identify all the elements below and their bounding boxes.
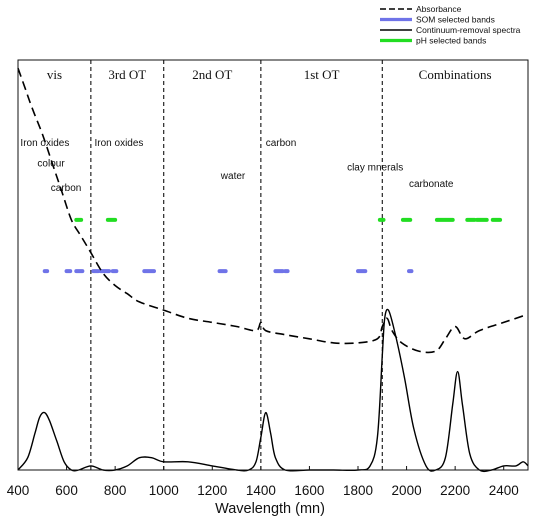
x-tick-label: 2200: [440, 483, 470, 498]
x-tick-label: 600: [55, 483, 78, 498]
legend-label: Absorbance: [416, 4, 462, 14]
series-line-continuum-removal-spectra: [17, 308, 529, 473]
annotations: Iron oxides colour carbon Iron oxides water c…: [20, 138, 453, 194]
x-tick-label: 1800: [343, 483, 373, 498]
plot-frame: [17, 59, 529, 471]
region-label-2nd-ot: 2nd OT: [192, 67, 232, 82]
annotation-carbonate: carbonate: [409, 179, 454, 190]
legend-item-continuum-removal-spectra: Continuum-removal spectra: [380, 25, 521, 35]
legend-item-som-selected-bands: SOM selected bands: [380, 15, 495, 25]
x-tick-label: 1200: [197, 483, 227, 498]
x-tick-label: 400: [7, 483, 30, 498]
annotation-colour: colour: [37, 159, 65, 170]
x-tick-label: 1400: [246, 483, 276, 498]
series-lines: [17, 67, 529, 473]
x-tick-label: 1600: [294, 483, 324, 498]
annotation-carbon: carbon: [266, 138, 297, 149]
region-label-1st-ot: 1st OT: [304, 67, 340, 82]
annotation-carbon: carbon: [51, 183, 82, 194]
region-label-combinations: Combinations: [419, 67, 492, 82]
annotation-iron-oxides: Iron oxides: [95, 138, 144, 149]
region-label-3rd-ot: 3rd OT: [108, 67, 146, 82]
series-line-absorbance: [17, 67, 529, 354]
x-tick-label: 1000: [149, 483, 179, 498]
legend-label: pH selected bands: [416, 36, 486, 46]
x-axis-label: Wavelength (mn): [215, 501, 325, 517]
legend-label: Continuum-removal spectra: [416, 25, 521, 35]
annotation-water: water: [220, 171, 246, 182]
region-boundaries: vis 3rd OT 2nd OT 1st OT Combinations: [47, 60, 492, 470]
x-tick-label: 800: [104, 483, 127, 498]
selected-bands: [42, 217, 503, 274]
x-tick-label: 2000: [392, 483, 422, 498]
x-tick-label: 2400: [489, 483, 519, 498]
legend-label: SOM selected bands: [416, 15, 495, 25]
region-label-vis: vis: [47, 67, 62, 82]
axes: 400 600 800 1000 1200 1400 1600 1800 2000 2200 240…: [7, 59, 529, 517]
annotation-iron-oxides: Iron oxides: [20, 138, 69, 149]
legend-item-absorbance: Absorbance: [380, 4, 462, 14]
legend-item-ph-selected-bands: pH selected bands: [380, 36, 486, 46]
annotation-clay-mnerals: clay mnerals: [347, 163, 403, 174]
